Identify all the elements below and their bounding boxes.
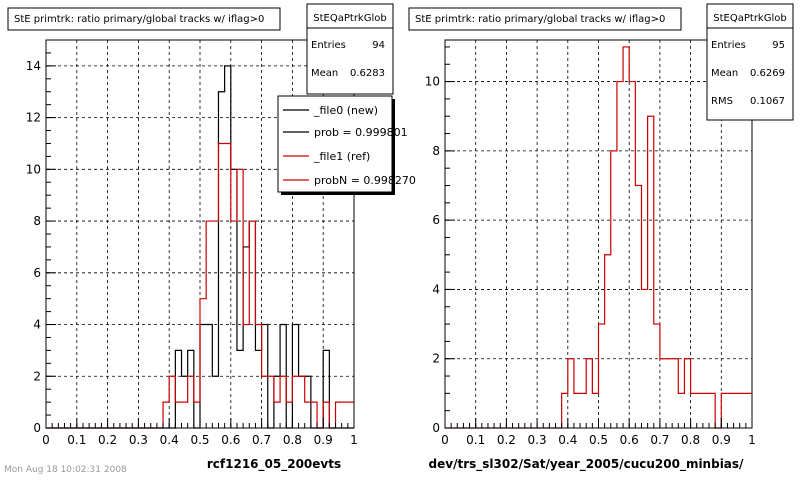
histogram-series-new <box>445 46 752 429</box>
stats-value: 0.6283 <box>350 68 385 79</box>
stats-box <box>706 3 794 121</box>
x-tick-label: 0.4 <box>558 433 577 447</box>
stats-label: Mean <box>311 68 338 79</box>
y-tick-label: 8 <box>432 144 440 158</box>
stats-name: StEQaPtrkGlob <box>713 13 786 24</box>
histogram-panel-2: 0 0.1 0.2 0.3 0.4 0.5 0.6 0.7 0.8 0.9 10246810dev/… <box>408 3 794 472</box>
chart-title: StE primtrk: ratio primary/global tracks… <box>415 14 665 25</box>
x-tick-label: 0.1 <box>67 433 86 447</box>
x-tick-label: 0.2 <box>98 433 117 447</box>
x-tick-label: 0.1 <box>466 433 485 447</box>
x-tick-label: 0.3 <box>129 433 148 447</box>
legend-entry: prob = 0.999801 <box>314 126 408 139</box>
legend-box <box>277 95 393 193</box>
legend-entry: _file1 (ref) <box>313 150 370 163</box>
y-tick-label: 6 <box>432 213 440 227</box>
y-tick-label: 0 <box>33 421 41 435</box>
stats-name: StEQaPtrkGlob <box>313 13 386 24</box>
x-tick-label: 0.8 <box>283 433 302 447</box>
x-tick-label: 0.7 <box>252 433 271 447</box>
title-box <box>7 7 281 31</box>
stats-label: Entries <box>711 40 746 51</box>
stats-label: Entries <box>311 40 346 51</box>
y-tick-label: 10 <box>425 75 440 89</box>
x-tick-label: 0.8 <box>681 433 700 447</box>
y-tick-label: 4 <box>33 318 41 332</box>
x-axis-label: rcf1216_05_200evts <box>207 457 341 472</box>
y-tick-label: 10 <box>26 162 41 176</box>
y-tick-label: 2 <box>432 352 440 366</box>
stats-value: 0.1067 <box>750 96 785 107</box>
x-tick-label: 1 <box>748 433 756 447</box>
histogram-panel-1: 0 0.1 0.2 0.3 0.4 0.5 0.6 0.7 0.8 0.9 102468101214… <box>7 3 416 472</box>
title-box <box>408 7 682 31</box>
y-tick-label: 6 <box>33 266 41 280</box>
stats-value: 0.6269 <box>750 68 785 79</box>
x-tick-label: 0.6 <box>620 433 639 447</box>
y-tick-label: 2 <box>33 369 41 383</box>
y-tick-label: 12 <box>26 111 41 125</box>
stats-label: RMS <box>711 96 733 107</box>
x-tick-label: 0.9 <box>314 433 333 447</box>
x-tick-label: 0.3 <box>528 433 547 447</box>
x-tick-label: 0.2 <box>497 433 516 447</box>
y-tick-label: 0 <box>432 421 440 435</box>
stats-label: Mean <box>711 68 738 79</box>
x-tick-label: 1 <box>350 433 358 447</box>
x-tick-label: 0.5 <box>589 433 608 447</box>
x-tick-label: 0.4 <box>160 433 179 447</box>
stats-value: 94 <box>372 40 385 51</box>
legend: _file0 (new) prob = 0.999801 _file1 (ref) p… <box>277 95 416 195</box>
stats-value: 95 <box>772 40 785 51</box>
y-tick-label: 8 <box>33 214 41 228</box>
y-tick-label: 14 <box>26 59 41 73</box>
x-tick-label: 0 <box>441 433 449 447</box>
legend-entry: _file0 (new) <box>313 104 378 117</box>
y-tick-label: 4 <box>432 282 440 296</box>
x-axis-label: dev/trs_sl302/Sat/year_2005/cucu200_minb… <box>429 457 745 472</box>
stats-box <box>306 3 394 95</box>
chart-title: StE primtrk: ratio primary/global tracks… <box>14 14 264 25</box>
x-tick-label: 0.9 <box>712 433 731 447</box>
x-tick-label: 0 <box>42 433 50 447</box>
x-tick-label: 0.7 <box>650 433 669 447</box>
x-tick-label: 0.5 <box>190 433 209 447</box>
x-tick-label: 0.6 <box>221 433 240 447</box>
footer-timestamp: Mon Aug 18 10:02:31 2008 <box>4 465 127 475</box>
legend-entry: probN = 0.998270 <box>314 174 416 187</box>
